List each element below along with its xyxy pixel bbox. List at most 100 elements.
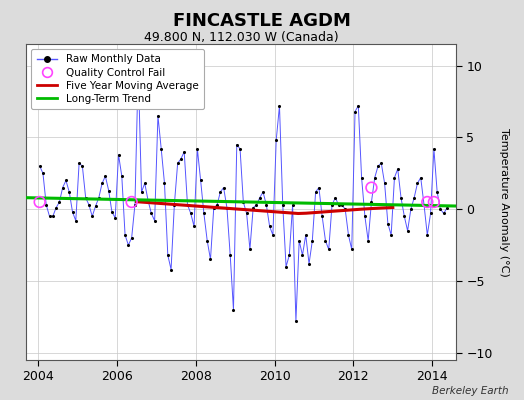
Point [180, 148, 189, 155]
Point [243, 210, 251, 217]
Point [262, 202, 270, 208]
Point [328, 202, 336, 208]
Point [331, 194, 340, 201]
Point [85, 202, 93, 208]
Point [337, 202, 346, 208]
Point [324, 246, 333, 253]
Point [88, 213, 96, 220]
Point [367, 184, 376, 191]
Point [59, 184, 67, 191]
Point [104, 187, 113, 194]
Point [216, 189, 225, 195]
Point [390, 174, 399, 181]
Point [318, 213, 326, 220]
Point [160, 180, 169, 186]
Point [302, 232, 310, 238]
Point [387, 232, 395, 238]
Point [351, 108, 359, 115]
Point [370, 174, 379, 181]
Point [177, 156, 185, 162]
Point [52, 204, 60, 211]
Point [127, 235, 136, 241]
Point [403, 228, 412, 234]
Point [127, 199, 136, 205]
Point [226, 252, 234, 258]
Point [256, 194, 264, 201]
Point [130, 202, 139, 208]
Text: Berkeley Earth: Berkeley Earth [432, 386, 508, 396]
Point [95, 194, 103, 201]
Point [436, 206, 445, 212]
Point [46, 213, 54, 220]
Point [154, 113, 162, 119]
Title: 49.800 N, 112.030 W (Canada): 49.800 N, 112.030 W (Canada) [144, 31, 339, 44]
Point [36, 199, 44, 205]
Point [357, 174, 366, 181]
Point [305, 260, 313, 267]
Point [39, 170, 47, 176]
Point [427, 210, 435, 217]
Point [334, 202, 343, 208]
Point [400, 213, 409, 220]
Point [140, 180, 149, 186]
Point [81, 194, 90, 201]
Point [279, 202, 287, 208]
Point [187, 210, 195, 217]
Point [420, 202, 428, 208]
Point [397, 194, 405, 201]
Point [210, 204, 218, 211]
Point [91, 203, 100, 210]
Point [137, 189, 146, 195]
Point [98, 180, 106, 186]
Point [266, 223, 274, 230]
Point [75, 160, 83, 166]
Point [49, 213, 57, 220]
Y-axis label: Temperature Anomaly (°C): Temperature Anomaly (°C) [499, 128, 509, 276]
Point [298, 252, 307, 258]
Point [354, 102, 363, 109]
Point [315, 184, 323, 191]
Point [361, 213, 369, 220]
Point [364, 238, 373, 244]
Point [230, 306, 238, 313]
Point [308, 238, 316, 244]
Point [220, 184, 228, 191]
Point [259, 189, 267, 195]
Point [108, 209, 116, 215]
Point [170, 202, 179, 208]
Point [430, 146, 438, 152]
Point [417, 174, 425, 181]
Point [321, 238, 330, 244]
Point [347, 246, 356, 253]
Point [430, 199, 438, 205]
Point [163, 252, 172, 258]
Point [275, 102, 283, 109]
Point [72, 218, 80, 224]
Point [68, 209, 77, 215]
Point [272, 137, 280, 144]
Point [42, 202, 50, 208]
Point [121, 232, 129, 238]
Point [124, 242, 133, 248]
Point [288, 202, 297, 208]
Point [367, 199, 376, 205]
Point [65, 189, 73, 195]
Legend: Raw Monthly Data, Quality Control Fail, Five Year Moving Average, Long-Term Tren: Raw Monthly Data, Quality Control Fail, … [31, 49, 204, 109]
Point [147, 210, 156, 217]
Point [252, 202, 260, 208]
Point [344, 232, 353, 238]
Point [239, 199, 247, 205]
Point [282, 264, 290, 270]
Point [285, 252, 293, 258]
Point [150, 218, 159, 224]
Point [292, 318, 300, 324]
Point [134, 65, 143, 72]
Point [114, 152, 123, 158]
Point [269, 232, 277, 238]
Point [423, 199, 431, 205]
Text: FINCASTLE AGDM: FINCASTLE AGDM [173, 12, 351, 30]
Point [157, 146, 166, 152]
Point [233, 141, 241, 148]
Point [413, 180, 422, 186]
Point [440, 210, 448, 217]
